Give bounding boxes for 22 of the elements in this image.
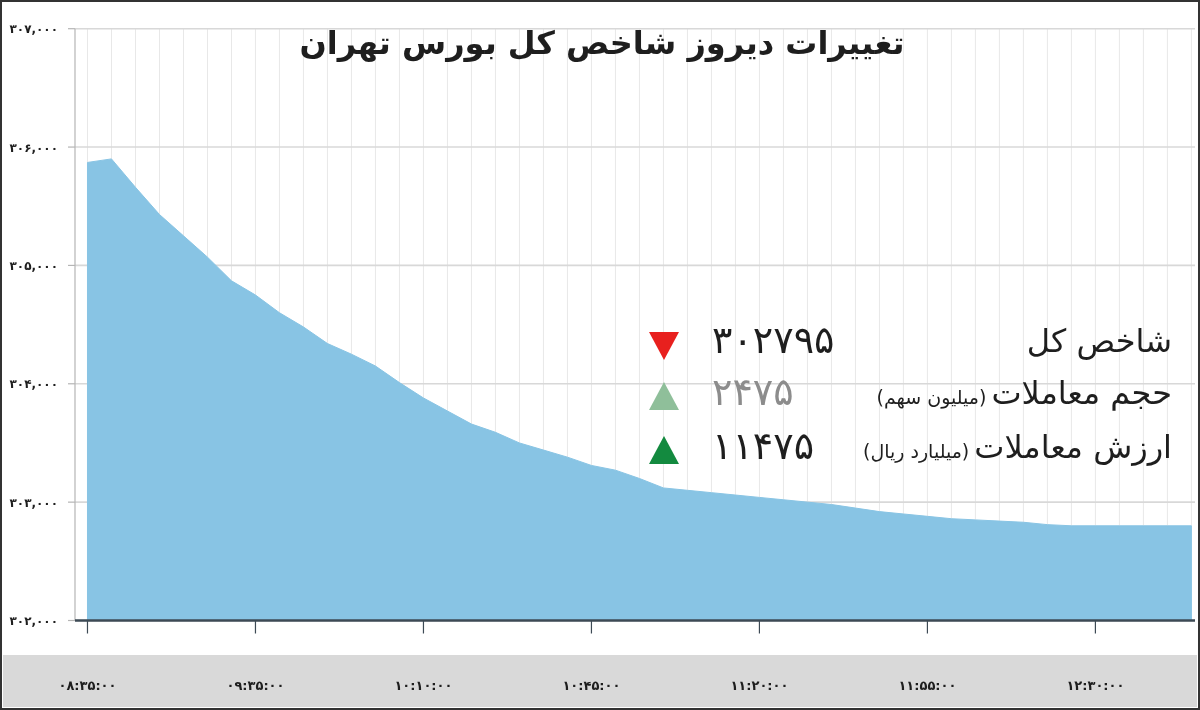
annotation: ارزش معاملات bbox=[974, 428, 1172, 466]
y-tick-label: ۳۰۴,۰۰۰ bbox=[9, 377, 58, 392]
y-tick-label: ۳۰۳,۰۰۰ bbox=[9, 495, 58, 510]
annotation: شاخص کل bbox=[1026, 322, 1172, 360]
x-tick-label: ۱۱:۵۵:۰۰ bbox=[898, 678, 957, 693]
annotation: ۳۰۲۷۹۵ bbox=[712, 318, 835, 362]
y-tick-label: ۳۰۵,۰۰۰ bbox=[9, 258, 58, 273]
annotation: (میلیارد ریال) bbox=[862, 440, 970, 463]
x-tick-label: ۰۸:۳۵:۰۰ bbox=[58, 678, 117, 693]
annotation: حجم معاملات bbox=[991, 374, 1172, 412]
y-tick-label: ۳۰۲,۰۰۰ bbox=[9, 614, 58, 628]
x-tick-label: ۱۰:۱۰:۰۰ bbox=[394, 678, 453, 693]
x-tick-label: ۱۲:۳۰:۰۰ bbox=[1066, 678, 1125, 693]
annotation: ۱۱۴۷۵ bbox=[712, 424, 815, 468]
x-tick-label: ۱۰:۴۵:۰۰ bbox=[562, 678, 621, 693]
x-tick-label: ۰۹:۳۵:۰۰ bbox=[226, 678, 285, 693]
annotation: (میلیون سهم) bbox=[876, 386, 987, 409]
y-tick-label: ۳۰۶,۰۰۰ bbox=[9, 140, 58, 155]
x-tick-label: ۱۱:۲۰:۰۰ bbox=[730, 678, 789, 693]
annotation: ۲۴۷۵ bbox=[712, 370, 794, 414]
y-tick-label: ۳۰۷,۰۰۰ bbox=[9, 22, 58, 37]
chart-title: تغییرات دیروز شاخص کل بورس تهران bbox=[299, 24, 905, 62]
